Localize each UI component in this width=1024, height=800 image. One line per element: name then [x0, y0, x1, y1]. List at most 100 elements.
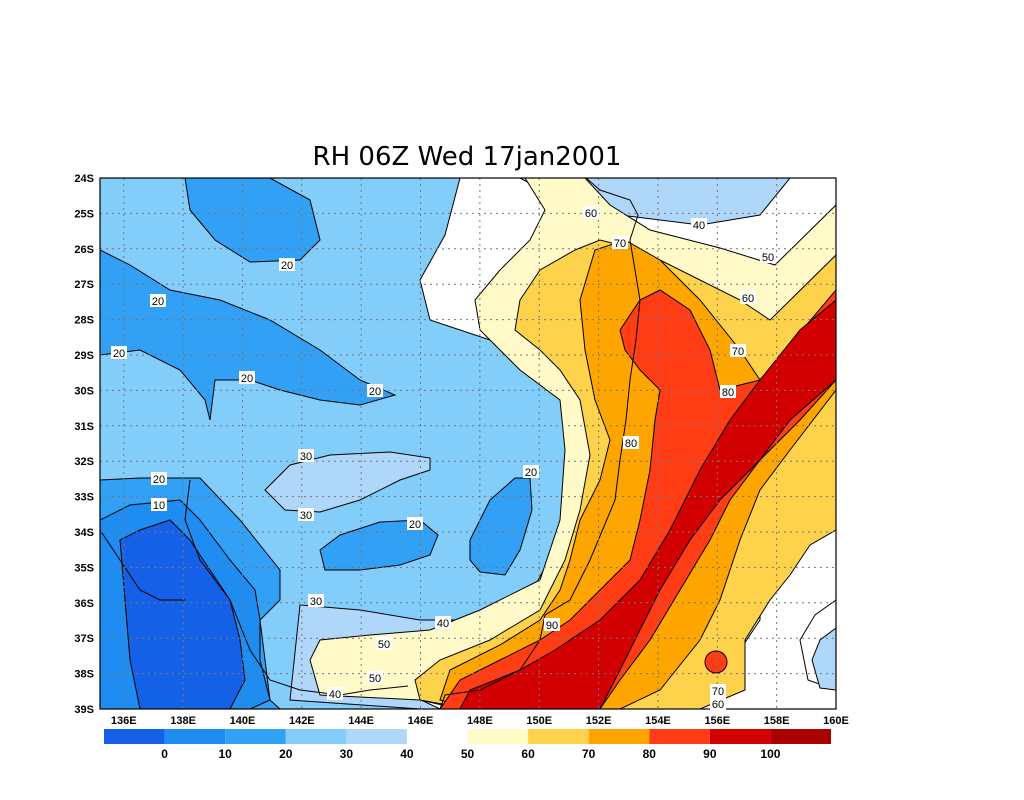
- contour-label-bg: [367, 384, 383, 397]
- rh-band-20-30-north: [184, 178, 321, 263]
- contour-label-bg: [151, 498, 167, 511]
- contour-label-bg: [544, 618, 560, 631]
- y-tick-label: 29S: [74, 350, 94, 362]
- x-tick-label: 148E: [467, 715, 493, 727]
- contour-label-bg: [710, 684, 726, 697]
- contour-label: 40: [693, 220, 705, 232]
- contour-label-bg: [612, 236, 628, 249]
- x-tick-label: 158E: [764, 715, 790, 727]
- colorbar-label: 0: [161, 747, 168, 761]
- colorbar-swatch: [346, 729, 407, 744]
- colorbar-swatch: [285, 729, 347, 744]
- contour-label: 80: [722, 387, 734, 399]
- x-tick-label: 144E: [348, 715, 374, 727]
- y-tick-label: 26S: [74, 244, 94, 256]
- colorbar-label: 100: [760, 747, 780, 761]
- contour-label-bg: [151, 472, 167, 485]
- contour-label-bg: [435, 616, 451, 629]
- contour-label: 60: [585, 208, 597, 220]
- y-tick-label: 32S: [74, 456, 94, 468]
- colorbar-label: 40: [400, 747, 414, 761]
- plot-frame: [99, 177, 837, 710]
- x-tick-label: 160E: [823, 715, 849, 727]
- contour-label: 70: [614, 238, 626, 250]
- contour-label-bg: [327, 687, 343, 700]
- rh-band-80-90: [439, 239, 836, 709]
- colorbar-swatch: [104, 729, 165, 744]
- contour-label: 40: [437, 618, 449, 630]
- colorbar-label: 30: [340, 747, 354, 761]
- contour-label: 20: [241, 373, 253, 385]
- y-tick-label: 31S: [74, 421, 94, 433]
- contour-label: 50: [378, 639, 390, 651]
- y-axis-ticks: 24S 25S 26S 27S 28S 29S 30S 31S 32S 33S 34S 35S 36S 3…: [74, 173, 94, 716]
- contour-label-bg: [730, 344, 746, 357]
- x-tick-label: 142E: [289, 715, 315, 727]
- contour-label-bg: [150, 294, 166, 307]
- contour-label: 20: [369, 386, 381, 398]
- contour-label: 20: [153, 474, 165, 486]
- colorbar-label: 20: [279, 747, 293, 761]
- chart-title: RH 06Z Wed 17jan2001: [313, 142, 622, 172]
- contour-label: 60: [712, 699, 724, 711]
- x-tick-label: 146E: [408, 715, 434, 727]
- colorbar-swatch: [770, 729, 831, 744]
- contour-label-bg: [407, 517, 423, 530]
- colorbar-label: 90: [703, 747, 717, 761]
- contour-label-bg: [279, 258, 295, 271]
- colorbar-label: 80: [643, 747, 657, 761]
- contour-label: 20: [113, 348, 125, 360]
- coastline: [100, 178, 641, 709]
- y-tick-label: 28S: [74, 315, 94, 327]
- rh-band-20-30-west: [100, 249, 397, 421]
- y-tick-label: 24S: [74, 173, 94, 185]
- x-tick-label: 156E: [704, 715, 730, 727]
- contour-label-bg: [523, 465, 539, 478]
- contour-labels: 60 40 70 50 20 60 20 70 20 20 80 20 80 30 20 20 10 30 20 30…: [111, 206, 776, 711]
- contour-label-bg: [691, 218, 707, 231]
- colorbar-swatch: [588, 729, 650, 744]
- y-tick-label: 35S: [74, 562, 94, 574]
- contour-label-bg: [298, 449, 314, 462]
- y-tick-label: 38S: [74, 669, 94, 681]
- contour-label-bg: [710, 697, 726, 710]
- contour-label: 20: [409, 519, 421, 531]
- contour-label: 20: [525, 467, 537, 479]
- colorbar-swatch: [649, 729, 710, 744]
- colorbar-swatch: [528, 729, 589, 744]
- contour-label-bg: [760, 250, 776, 263]
- rh-band-20-30-center: [319, 519, 439, 571]
- x-tick-label: 140E: [230, 715, 256, 727]
- x-tick-label: 152E: [586, 715, 612, 727]
- x-tick-label: 154E: [645, 715, 671, 727]
- colorbar-swatch: [467, 729, 529, 744]
- rh-band-0-10: [119, 519, 246, 709]
- x-tick-label: 136E: [111, 715, 137, 727]
- x-tick-label: 150E: [526, 715, 552, 727]
- colorbar-label: 10: [218, 747, 232, 761]
- y-tick-label: 27S: [74, 279, 94, 291]
- contour-label: 80: [625, 438, 637, 450]
- colorbar-label: 60: [521, 747, 535, 761]
- colorbar: 0 10 20 30 40 50 60 70 80 90 100: [104, 729, 831, 761]
- contour-label-bg: [367, 671, 383, 684]
- contour-label-bg: [720, 385, 736, 398]
- contour-label: 70: [712, 686, 724, 698]
- colorbar-swatch: [225, 729, 286, 744]
- contour-label-bg: [239, 371, 255, 384]
- contour-label: 30: [310, 596, 322, 608]
- y-tick-label: 37S: [74, 633, 94, 645]
- x-axis-ticks: 136E 138E 140E 142E 144E 146E 148E 150E 152E 154E…: [111, 715, 849, 727]
- contour-label-bg: [583, 206, 599, 219]
- y-tick-label: 25S: [74, 208, 94, 220]
- y-tick-label: 39S: [74, 704, 94, 716]
- colorbar-label: 70: [582, 747, 596, 761]
- contour-label: 40: [329, 689, 341, 701]
- contour-label: 10: [153, 500, 165, 512]
- contour-label: 70: [732, 346, 744, 358]
- contour-label: 50: [762, 252, 774, 264]
- y-tick-label: 36S: [74, 598, 94, 610]
- rh-band-100-plus: [459, 299, 836, 709]
- contour-label-bg: [740, 291, 756, 304]
